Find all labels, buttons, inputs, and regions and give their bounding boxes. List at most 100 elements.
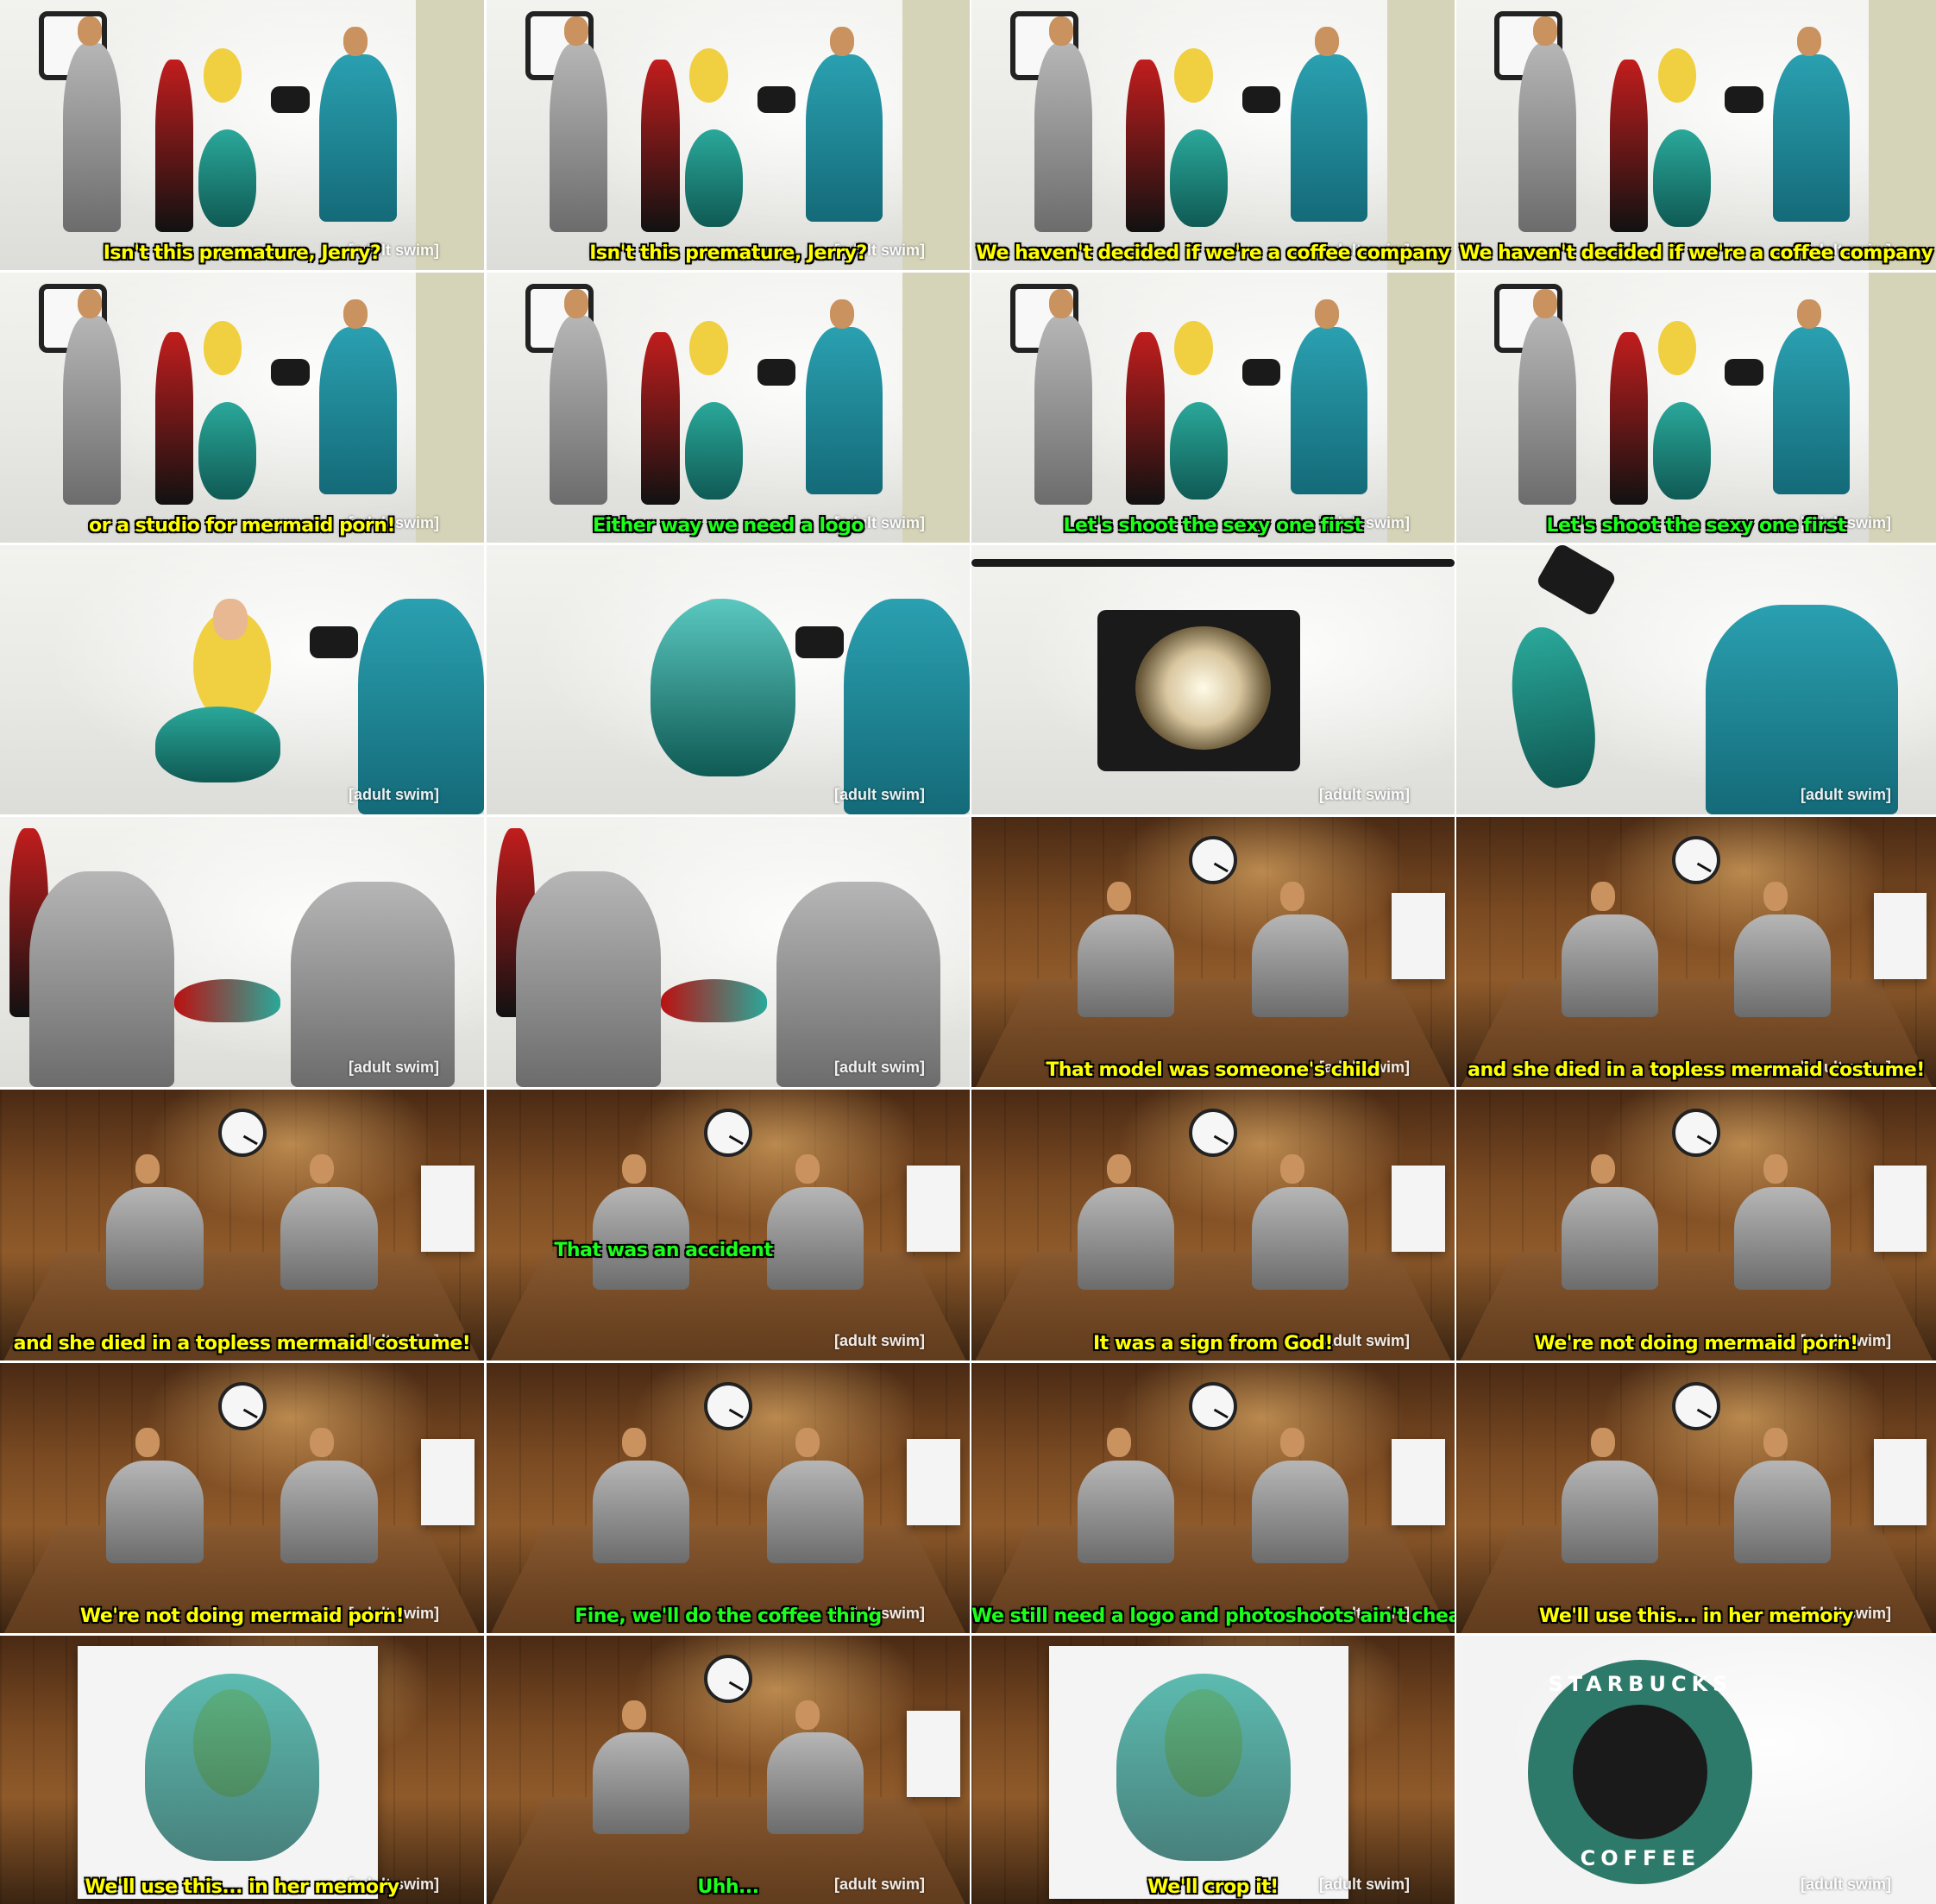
man-back-figure (29, 871, 174, 1087)
subtitle-caption: We still need a logo and photoshoots ain… (971, 1607, 1455, 1626)
photo-mermaid-tail (145, 1674, 319, 1862)
flipchart (1392, 893, 1445, 979)
mermaid-tail (1653, 402, 1711, 500)
photographer-head (1797, 299, 1821, 329)
video-frame: [adult swim] (487, 545, 970, 814)
wall-clock (1189, 1109, 1237, 1157)
wall-clock (1672, 836, 1720, 884)
mermaid-tail (1170, 402, 1228, 500)
mermaid-hair (204, 321, 242, 375)
partner-head (310, 1428, 334, 1457)
jerry-figure (593, 1461, 689, 1563)
fallen-mermaid (661, 979, 767, 1022)
adult-swim-watermark: [adult swim] (1801, 786, 1891, 804)
mermaid-hair (204, 48, 242, 103)
scene-backdrop (487, 817, 970, 1087)
man-in-suit-figure (550, 43, 607, 232)
jerry-head (622, 1428, 646, 1457)
flipchart (1392, 1439, 1445, 1525)
photographer-head (343, 299, 368, 329)
partner-figure (767, 1732, 864, 1834)
scene-backdrop (971, 545, 1455, 814)
jerry-head (1591, 1154, 1615, 1184)
studio-wall (416, 0, 484, 270)
mermaid-hair (1658, 48, 1696, 103)
jerry-figure (106, 1187, 203, 1290)
mermaid-tail (1653, 129, 1711, 227)
mermaid-face (213, 599, 248, 640)
scene-backdrop (971, 1636, 1455, 1904)
starbucks-logo: STARBUCKS COFFEE (1528, 1660, 1752, 1884)
mermaid-tail (155, 707, 281, 782)
studio-wall (902, 273, 970, 543)
jerry-head (135, 1428, 160, 1457)
partner-head (1280, 1154, 1304, 1184)
fallen-mermaid (174, 979, 280, 1022)
scene-backdrop (1456, 1363, 1936, 1633)
partner-head (795, 1700, 820, 1730)
camera-on-tripod (795, 626, 844, 658)
jerry-figure (593, 1732, 689, 1834)
video-frame: [adult swim] (1456, 545, 1936, 814)
video-frame: [adult swim] (0, 545, 484, 814)
subtitle-caption: or a studio for mermaid porn! (0, 517, 484, 536)
makeup-artist-figure (641, 60, 680, 232)
adult-swim-watermark: [adult swim] (349, 1059, 439, 1077)
video-frame: [adult swim] We'll use this... in her mem… (0, 1636, 484, 1904)
video-frame: [adult swim] or a studio for mermaid porn… (0, 273, 484, 543)
partner-head (795, 1154, 820, 1184)
video-frame: [adult swim] Let's shoot the sexy one fir… (971, 273, 1455, 543)
subtitle-caption: We're not doing mermaid porn! (1456, 1335, 1936, 1354)
subtitle-caption: We'll use this... in her memory (0, 1878, 484, 1897)
jerry-figure (1078, 1461, 1174, 1563)
studio-wall (1387, 273, 1455, 543)
makeup-artist-figure (155, 332, 194, 505)
studio-wall (1869, 0, 1936, 270)
mermaid-hair (689, 48, 728, 103)
video-frame: [adult swim] Fine, we'll do the coffee th… (487, 1363, 970, 1633)
flipchart (421, 1166, 475, 1252)
partner-head (1763, 882, 1788, 911)
man-head (1049, 16, 1073, 46)
video-frame: [adult swim] and she died in a topless me… (1456, 817, 1936, 1087)
mermaid-tail (1170, 129, 1228, 227)
subtitle-caption: Uhh... (487, 1878, 970, 1897)
makeup-artist-figure (1610, 332, 1648, 505)
photographer-figure (844, 599, 970, 814)
flipchart (1874, 1439, 1927, 1525)
mermaid-hair (1658, 321, 1696, 375)
partner-head (1763, 1154, 1788, 1184)
partner-head (1763, 1428, 1788, 1457)
studio-wall (1387, 0, 1455, 270)
mermaid-hair (1174, 48, 1213, 103)
man-in-suit-figure (1518, 43, 1576, 232)
jerry-figure (593, 1187, 689, 1290)
man-in-suit-figure (1034, 316, 1092, 505)
video-frame: [adult swim] That was an accident (487, 1090, 970, 1360)
photographer-head (830, 299, 854, 329)
camera-on-tripod (757, 86, 796, 113)
man-in-suit-figure (550, 316, 607, 505)
subtitle-caption: We haven't decided if we're a coffee com… (971, 244, 1455, 263)
subtitle-caption: That model was someone's child (971, 1061, 1455, 1080)
subtitle-caption: We'll use this... in her memory (1456, 1607, 1936, 1626)
man-head (78, 289, 102, 318)
subtitle-caption: and she died in a topless mermaid costum… (1456, 1061, 1936, 1080)
man-head (1533, 289, 1557, 318)
video-frame: [adult swim] Isn't this premature, Jerry? (487, 0, 970, 270)
mermaid-hair (689, 321, 728, 375)
jerry-figure (1078, 914, 1174, 1017)
subtitle-caption: Either way we need a logo (487, 517, 970, 536)
scene-backdrop (971, 1090, 1455, 1360)
video-frame: [adult swim] (971, 545, 1455, 814)
video-frame: [adult swim] We'll crop it! (971, 1636, 1455, 1904)
photographer-figure (1773, 327, 1850, 494)
subtitle-caption: We haven't decided if we're a coffee com… (1456, 244, 1936, 263)
flipchart (421, 1439, 475, 1525)
man-front-figure (291, 882, 456, 1087)
man-head (1533, 16, 1557, 46)
photographer-figure (358, 599, 484, 814)
man-front-figure (776, 882, 940, 1087)
subtitle-caption: We'll crop it! (971, 1878, 1455, 1897)
